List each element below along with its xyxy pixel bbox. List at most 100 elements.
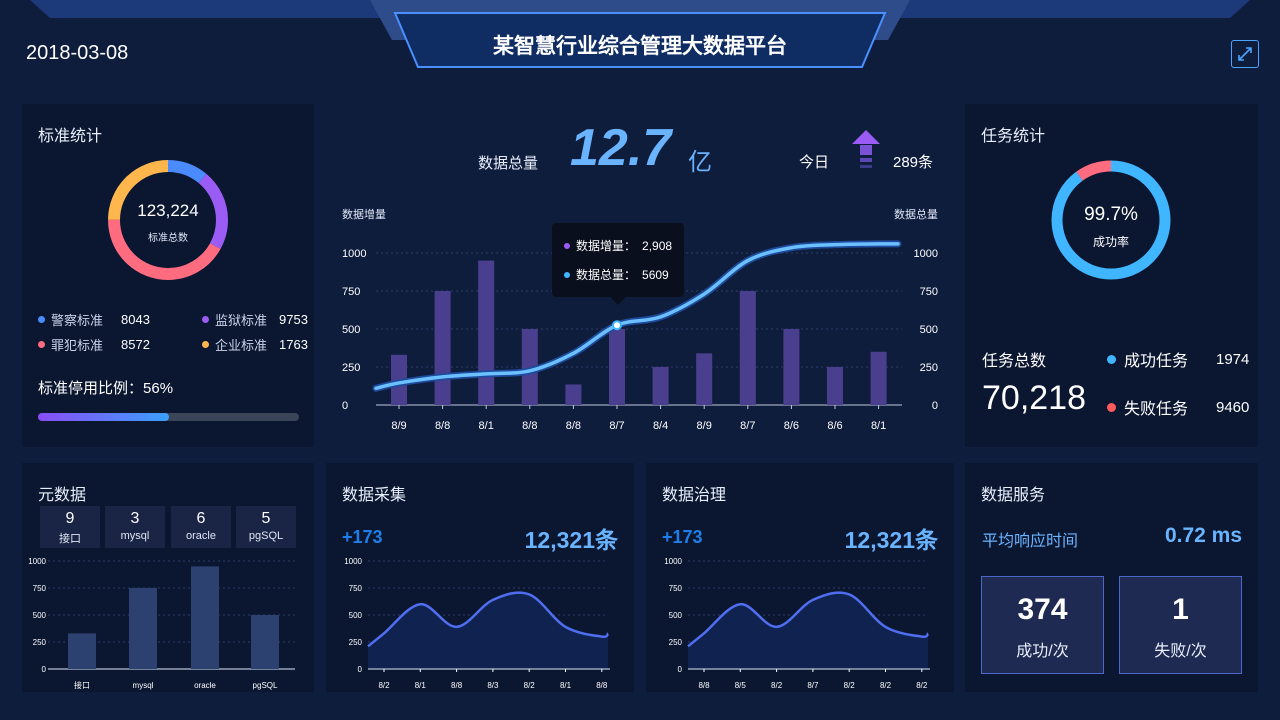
y2-tick-label: 0	[932, 400, 938, 412]
x-tick-label: 8/2	[771, 681, 783, 690]
total-value: 12.7	[570, 119, 672, 177]
total-label: 数据总量	[478, 155, 539, 172]
bar	[129, 588, 157, 669]
tooltip-row: 数据增量： 2,908	[564, 237, 672, 254]
y-tick-label: 0	[342, 400, 348, 412]
success-count-label: 成功/次	[1016, 643, 1069, 660]
y2-tick-label: 500	[920, 324, 938, 336]
disable-ratio-value: 56%	[143, 380, 174, 397]
tooltip-pointer	[610, 297, 626, 305]
tooltip-label: 数据增量：	[576, 239, 637, 253]
x-tick-label: oracle	[194, 681, 216, 690]
meta-label: oracle	[186, 530, 216, 542]
legend-value: 1974	[1216, 350, 1250, 368]
x-tick-label: 8/2	[916, 681, 928, 690]
response-time-value: 0.72 ms	[1164, 524, 1242, 547]
tooltip-value: 2,908	[642, 238, 673, 253]
y-tick-label: 250	[33, 638, 47, 647]
x-tick-label: 8/8	[566, 420, 581, 432]
arrow-up-icon	[852, 130, 880, 168]
bar	[191, 566, 219, 669]
meta-stat-box: 3 mysql	[105, 506, 165, 548]
x-tick-label: 8/6	[784, 420, 799, 432]
bar	[478, 260, 495, 405]
y2-tick-label: 250	[920, 362, 938, 374]
area-line	[687, 591, 929, 648]
legend-value: 9753	[279, 312, 308, 327]
x-tick-label: 8/6	[827, 420, 842, 432]
govern-delta: +173	[662, 527, 703, 547]
tooltip-label: 数据总量：	[576, 268, 637, 282]
x-tick-label: 8/2	[378, 681, 390, 690]
legend-item: 监狱标准 9753	[202, 310, 308, 329]
donut-segment	[108, 160, 228, 280]
bar	[251, 615, 279, 669]
legend-label: 成功任务	[1124, 353, 1189, 370]
disable-ratio-bar	[38, 413, 299, 421]
total-unit: 亿	[688, 149, 712, 176]
bar	[565, 384, 582, 405]
y-tick-label: 0	[678, 665, 683, 674]
y-tick-label: 750	[669, 584, 683, 593]
bar	[870, 351, 887, 405]
y-tick-label: 250	[669, 638, 683, 647]
y-tick-label: 0	[358, 665, 363, 674]
tooltip-dot	[564, 271, 570, 278]
bar	[827, 367, 843, 405]
metadata-chart: 0 250 500 750 1000 接口 mysql oracle pgSQL	[28, 557, 295, 690]
x-tick-label: 8/9	[391, 420, 406, 432]
fullscreen-button[interactable]	[1231, 40, 1259, 68]
x-tick-label: 8/4	[653, 420, 668, 432]
total-line	[374, 242, 900, 391]
y2-tick-label: 1000	[914, 248, 938, 260]
standards-donut	[108, 160, 228, 280]
y-tick-label: 1000	[664, 557, 682, 566]
x-tick-label: mysql	[133, 681, 154, 690]
expand-icon	[1238, 47, 1252, 61]
legend-dot	[38, 341, 45, 348]
meta-stat-box: 9 接口	[40, 506, 100, 548]
tasks-panel: 任务统计 99.7% 成功率 任务总数 70,218 成功任务 1974 失败任务…	[965, 104, 1258, 447]
legend-value: 8043	[121, 312, 150, 327]
meta-count: 9	[65, 510, 75, 527]
y-tick-label: 500	[342, 324, 360, 336]
bar	[652, 367, 669, 405]
panel-title: 数据采集	[342, 487, 407, 504]
x-tick-label: 8/1	[415, 681, 427, 690]
donut-segment	[108, 160, 228, 280]
bar	[434, 291, 451, 405]
bar	[609, 329, 625, 405]
panel-title: 任务统计	[981, 128, 1046, 145]
y-tick-label: 500	[349, 611, 363, 620]
x-tick-label: 8/5	[735, 681, 747, 690]
y-tick-label: 750	[349, 584, 363, 593]
collect-chart: 0 250 500 750 1000 8/2 8/1 8/8 8/3 8/2 8/1 8/8	[344, 557, 610, 690]
standards-total-label: 标准总数	[148, 233, 188, 244]
y-tick-label: 250	[349, 638, 363, 647]
x-tick-label: 8/7	[609, 420, 624, 432]
x-tick-label: 8/2	[880, 681, 892, 690]
y-tick-label: 500	[669, 611, 683, 620]
x-tick-label: 8/1	[560, 681, 572, 690]
success-count: 374	[1017, 593, 1068, 626]
left-axis-label: 数据增量	[342, 207, 386, 221]
y-tick-label: 750	[342, 286, 360, 298]
meta-stat-box: 5 pgSQL	[236, 506, 296, 548]
y-tick-label: 1000	[344, 557, 362, 566]
legend-value: 8572	[121, 337, 150, 352]
panel-title: 标准统计	[38, 128, 103, 145]
x-tick-label: 8/7	[740, 420, 755, 432]
legend-value: 9460	[1216, 398, 1250, 416]
right-axis-label: 数据总量	[894, 207, 938, 221]
x-tick-label: 8/8	[522, 420, 537, 432]
service-panel: 数据服务 平均响应时间 0.72 ms 374 成功/次 1 失败/次	[965, 463, 1258, 692]
meta-label: pgSQL	[248, 530, 284, 542]
x-tick-label: 8/8	[451, 681, 463, 690]
legend-dot	[202, 316, 209, 323]
meta-count: 6	[196, 510, 206, 527]
legend-dot	[1107, 354, 1116, 364]
legend-dot	[202, 341, 209, 348]
disable-ratio: 标准停用比例：56%	[38, 377, 173, 398]
header-band	[30, 0, 1250, 68]
tooltip-row: 数据总量： 5609	[564, 266, 669, 283]
